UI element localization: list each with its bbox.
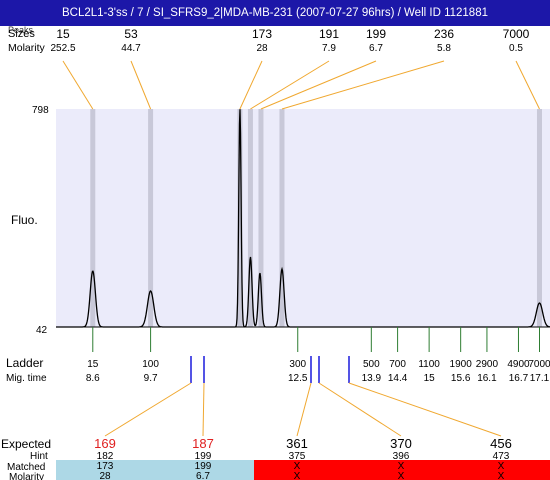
- expected-label: Expected: [1, 437, 51, 451]
- ladder-size-label: 500: [363, 359, 380, 370]
- ladder-time-label: 13.9: [362, 373, 382, 384]
- peak-molarity-label: 252.5: [50, 43, 75, 54]
- peak-molarity-label: 5.8: [437, 43, 451, 54]
- ladder-size-label: 15: [87, 359, 99, 370]
- matched-row-red: [254, 460, 550, 480]
- matched-molarity: X: [498, 471, 505, 480]
- expected-connector: [296, 382, 312, 437]
- peak-molarity-label: 28: [256, 43, 268, 54]
- expected-connector: [202, 382, 205, 437]
- expected-connector: [348, 382, 502, 437]
- hint-size: 375: [289, 451, 306, 462]
- expected-size: 169: [94, 436, 116, 451]
- matched-row-blue: [56, 460, 254, 480]
- peak-size-label: 173: [252, 27, 272, 41]
- expected-size: 370: [390, 436, 412, 451]
- fluo-axis-label: Fluo.: [11, 213, 38, 227]
- ladder-time-label: 14.4: [388, 373, 408, 384]
- peak-band: [258, 109, 264, 327]
- expected-connector: [318, 382, 402, 437]
- peak-band: [237, 109, 243, 327]
- ladder-time-label: 16.1: [477, 373, 497, 384]
- ladder-time-label: 15.6: [451, 373, 471, 384]
- peak-connector: [515, 60, 540, 110]
- peak-connector: [281, 60, 445, 110]
- ladder-size-label: 7000: [528, 359, 550, 370]
- hint-size: 182: [97, 451, 114, 462]
- matched-molarity: 6.7: [196, 471, 210, 480]
- migtime-label: Mig. time: [6, 373, 47, 384]
- peak-size-label: 15: [56, 27, 70, 41]
- matched-molarity: X: [294, 471, 301, 480]
- matched-size: X: [498, 461, 505, 472]
- peak-size-label: 53: [124, 27, 138, 41]
- ladder-time-label: 15: [424, 373, 436, 384]
- hint-size: 199: [195, 451, 212, 462]
- molarity-row-label: Molarity: [8, 42, 46, 54]
- ladder-time-label: 17.1: [530, 373, 550, 384]
- peak-connector: [130, 60, 152, 110]
- peak-band: [279, 109, 285, 327]
- peak-connector: [239, 60, 263, 110]
- peak-band: [148, 109, 154, 327]
- peak-band: [247, 109, 253, 327]
- peak-connector: [260, 60, 377, 110]
- molarity-bottom-label: Molarity: [9, 472, 44, 480]
- hint-size: 473: [493, 451, 510, 462]
- matched-size: 199: [195, 461, 212, 472]
- peak-molarity-label: 7.9: [322, 43, 336, 54]
- peak-molarity-label: 44.7: [121, 43, 141, 54]
- expected-size: 361: [286, 436, 308, 451]
- peaks-row-label: Peaks: [8, 25, 34, 35]
- peak-size-label: 7000: [503, 27, 530, 41]
- ladder-time-label: 12.5: [288, 373, 308, 384]
- ladder-time-label: 8.6: [86, 373, 100, 384]
- ladder-label: Ladder: [6, 356, 43, 370]
- matched-label: Matched: [7, 462, 45, 473]
- peak-band: [536, 109, 542, 327]
- peak-molarity-label: 6.7: [369, 43, 383, 54]
- ladder-size-label: 700: [389, 359, 406, 370]
- plot-area: [56, 109, 550, 327]
- expected-size: 187: [192, 436, 214, 451]
- hint-label: Hint: [30, 451, 48, 462]
- ladder-size-label: 1100: [418, 359, 440, 370]
- matched-size: 173: [97, 461, 114, 472]
- peak-connector: [250, 60, 330, 110]
- peak-size-label: 199: [366, 27, 386, 41]
- matched-size: X: [398, 461, 405, 472]
- expected-size: 456: [490, 436, 512, 451]
- matched-molarity: 28: [99, 471, 111, 480]
- matched-molarity: X: [398, 471, 405, 480]
- ladder-time-label: 9.7: [144, 373, 158, 384]
- ladder-time-label: 16.7: [509, 373, 529, 384]
- ladder-size-label: 4900: [507, 359, 530, 370]
- expected-connector: [104, 382, 192, 437]
- peak-molarity-label: 0.5: [509, 43, 523, 54]
- peak-size-label: 236: [434, 27, 454, 41]
- window-title: BCL2L1-3'ss / 7 / SI_SFRS9_2|MDA-MB-231 …: [0, 0, 550, 26]
- ladder-size-label: 100: [142, 359, 159, 370]
- ladder-size-label: 2900: [476, 359, 499, 370]
- peak-connector: [62, 60, 94, 110]
- y-max-label: 798: [32, 105, 49, 116]
- peak-band: [90, 109, 96, 327]
- peak-size-label: 191: [319, 27, 339, 41]
- y-min-label: 42: [36, 325, 48, 336]
- sizes-row-label: Sizes: [8, 28, 35, 40]
- ladder-size-label: 300: [289, 359, 306, 370]
- matched-size: X: [294, 461, 301, 472]
- hint-size: 396: [393, 451, 410, 462]
- ladder-size-label: 1900: [450, 359, 473, 370]
